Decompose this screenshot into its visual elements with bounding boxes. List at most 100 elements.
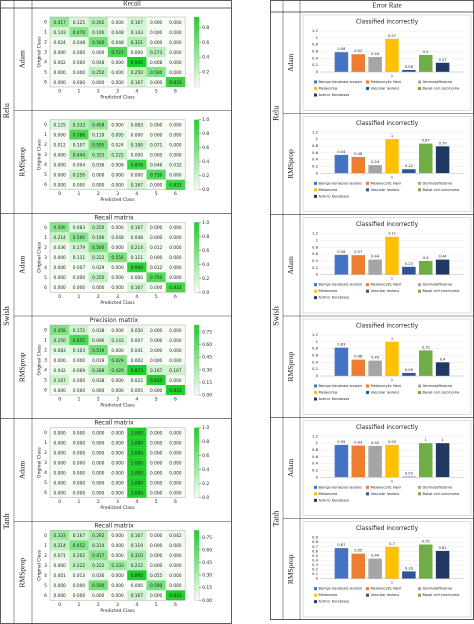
legend-label: Melanocytic Nevi: [371, 384, 402, 388]
matrix-cell: [88, 119, 108, 130]
x-tick-label: 2: [97, 294, 100, 300]
x-tick-label: 3: [116, 89, 119, 95]
cell-label: 0.000: [111, 275, 124, 281]
bar: [402, 476, 416, 478]
x-tick-label: 0: [58, 191, 61, 197]
matrix-cell: [50, 365, 70, 375]
x-tick-label: 2: [97, 602, 100, 608]
cell-label: 0.167: [53, 378, 66, 384]
cell-label: 0.500: [92, 583, 105, 589]
colorbar-tick-label: 0.4: [202, 55, 209, 61]
colorbar-tick-label: 0.4: [202, 467, 209, 473]
legend-label: Basal cell carcinoma: [423, 87, 460, 91]
matrix-cell: [146, 57, 166, 67]
colorbar-tick-label: 0.30: [202, 367, 212, 373]
legend-swatch: [314, 296, 317, 300]
cell-label: 0.000: [73, 358, 86, 364]
matrix-cell: [50, 457, 70, 468]
bar: [385, 444, 399, 478]
y-tick-label: 5: [44, 70, 47, 76]
legend-swatch: [418, 188, 421, 192]
cell-label: 1.000: [131, 490, 144, 496]
matrix-cell: [107, 252, 128, 263]
legend-label: Melanoma: [319, 391, 338, 395]
cell-label: 0.005: [131, 388, 144, 394]
bar-value-label: 1.11: [388, 232, 396, 236]
cell-label: 0.321: [131, 40, 144, 46]
bar-value-label: 0.45: [371, 356, 379, 360]
cell-label: 0.000: [73, 80, 86, 86]
cell-label: 0.048: [131, 235, 144, 241]
cell-label: 0.560: [92, 245, 105, 251]
matrix-cell: [50, 262, 70, 273]
matrix-cell: [146, 169, 166, 180]
y-tick-label: 1: [44, 440, 47, 446]
legend-swatch: [314, 384, 317, 388]
bar-value-label: 0.95: [337, 440, 345, 444]
cell-label: 0.000: [150, 225, 163, 231]
matrix-cell: [50, 550, 70, 561]
cell-label: 0.000: [53, 172, 66, 178]
matrix-cell: [88, 570, 108, 581]
matrix-cell: [165, 345, 186, 355]
cell-label: 0.167: [73, 533, 86, 539]
bar: [418, 443, 433, 478]
matrix-cell: [50, 570, 70, 581]
cell-label: 0.000: [169, 152, 182, 158]
matrix-cell: [50, 17, 70, 27]
y-tick-label: 3: [44, 255, 47, 261]
y-axis-label: Original Class: [37, 549, 43, 581]
legend-swatch: [314, 485, 317, 489]
cell-label: 0.000: [111, 460, 124, 466]
cell-label: 0.250: [131, 70, 144, 76]
cell-label: 0.000: [169, 255, 182, 261]
matrix-cell: [146, 550, 166, 561]
cell-label: 0.012: [150, 245, 163, 251]
y-tick-label: 0: [44, 225, 47, 231]
cell-label: 0.000: [73, 388, 86, 394]
cell-label: 0.083: [53, 348, 66, 354]
cell-label: 0.000: [150, 553, 163, 559]
cell-label: 0.012: [150, 265, 163, 271]
legend-swatch: [418, 391, 421, 394]
optimizer-label: RMSprop: [286, 554, 295, 584]
matrix-cell: [88, 530, 108, 541]
matrix-cell: [107, 365, 128, 375]
matrix-cell: [127, 179, 147, 190]
y-tick-label: 1.2: [312, 28, 319, 33]
matrix-cell: [165, 129, 186, 140]
cell-label: 0.000: [111, 265, 124, 271]
y-tick-label: 6: [44, 80, 47, 86]
legend-swatch: [314, 587, 317, 591]
y-tick-label: 0.6: [312, 251, 319, 256]
colorbar-tick-label: 0.75: [202, 535, 212, 541]
legend-swatch: [366, 587, 369, 591]
matrix-cell: [146, 67, 166, 77]
cell-label: 0.000: [53, 50, 66, 56]
cell-label: 0.750: [150, 172, 163, 178]
colorbar-tick-label: 1.0: [202, 425, 209, 431]
matrix-cell: [50, 385, 70, 395]
cell-label: 0.050: [131, 328, 144, 334]
y-tick-label: 4: [44, 60, 47, 66]
x-tick-label: 2: [97, 499, 100, 505]
cell-label: 0.000: [169, 328, 182, 334]
matrix-cell: [146, 252, 166, 263]
matrix-cell: [88, 385, 108, 395]
matrix-cell: [88, 252, 108, 263]
cell-label: 0.000: [150, 490, 163, 496]
matrix-cell: [165, 530, 186, 541]
legend-label: Melanoma: [319, 289, 338, 293]
cell-label: 0.036: [53, 245, 66, 251]
x-axis-label: Predicted Class: [100, 505, 135, 511]
cell-label: 0.048: [111, 30, 124, 36]
y-tick-label: 1.2: [312, 332, 319, 337]
cell-label: 0.000: [73, 450, 86, 456]
matrix-cell: [165, 477, 186, 488]
x-axis-label: Predicted Class: [100, 608, 135, 614]
matrix-cell: [88, 437, 108, 448]
matrix-cell: [107, 67, 128, 77]
bar-value-label: 0.16: [405, 566, 414, 570]
y-tick-label: 3: [44, 50, 47, 56]
bar: [385, 546, 399, 579]
